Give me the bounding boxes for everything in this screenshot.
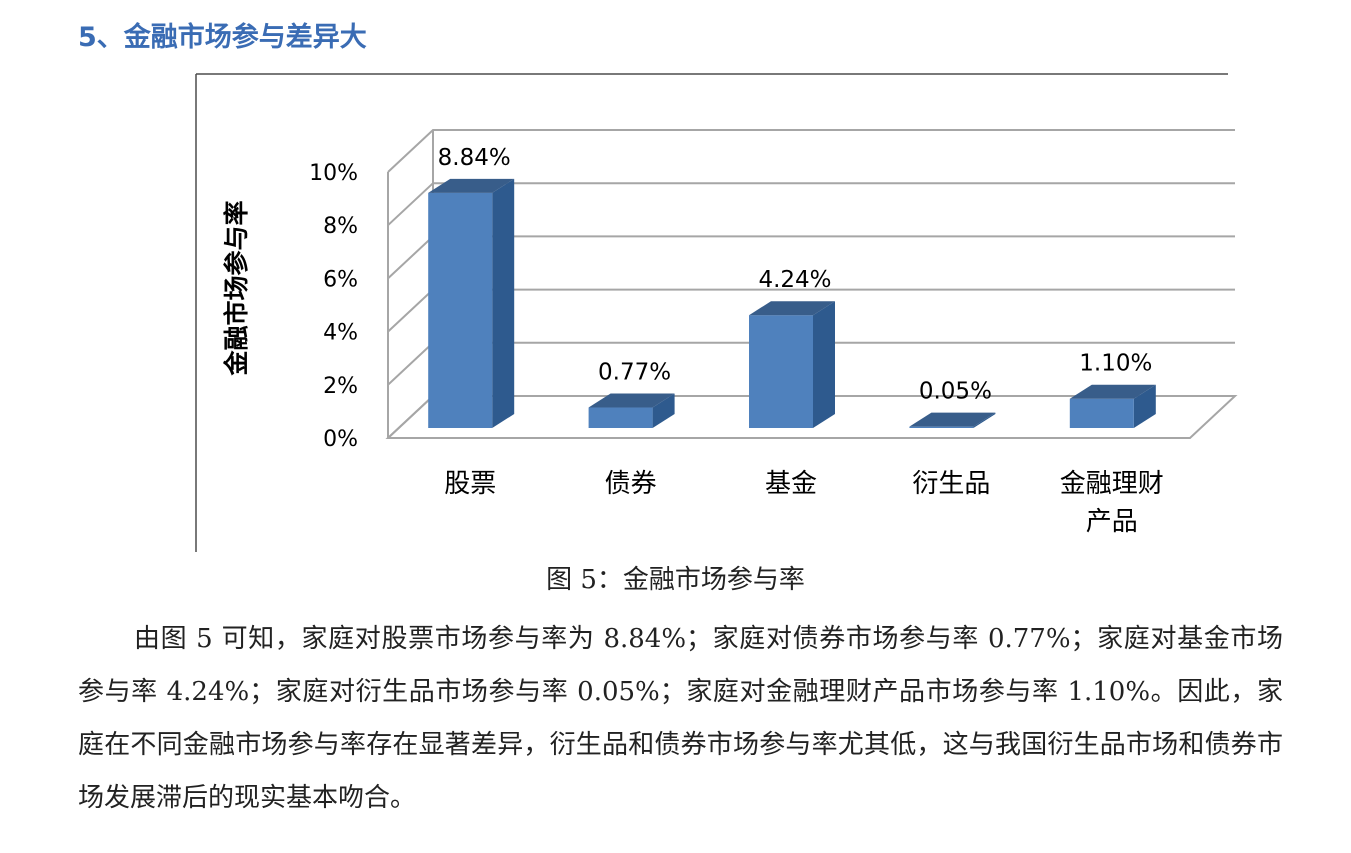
x-category-label: 股票 [444, 469, 496, 499]
y-tick-label: 0% [323, 427, 358, 452]
body-paragraph: 由图 5 可知，家庭对股票市场参与率为 8.84%；家庭对债券市场参与率 0.7… [78, 624, 1283, 813]
data-labels: 8.84% 0.77% 4.24% 0.05% 1.10% [438, 145, 1153, 405]
bar-front [749, 315, 813, 428]
bar-chart: 0% 2% 4% 6% 8% 10% 金融市场参与率 8.84% 0.77% 4.24% 0.0… [195, 73, 1238, 552]
bar-front [1069, 398, 1134, 428]
bar-side [492, 178, 515, 428]
y-tick-label: 2% [323, 374, 358, 399]
bar-top [909, 412, 996, 427]
data-label: 0.05% [919, 379, 992, 405]
x-category-label: 基金 [765, 469, 817, 499]
bar-side [1133, 384, 1156, 428]
chart-frame [195, 73, 1228, 552]
bar-front [428, 192, 493, 428]
x-category-label: 金融理财产品 [1060, 469, 1164, 537]
x-axis-categories: 股票 债券 基金 衍生品 金融理财产品 [444, 469, 1164, 537]
bar-side [813, 301, 835, 428]
figure-caption: 图 5：金融市场参与率 [546, 565, 805, 595]
section-heading: 5、金融市场参与差异大 [78, 22, 367, 53]
y-tick-label: 8% [323, 214, 358, 239]
bar-front [909, 426, 974, 428]
bar [749, 301, 835, 428]
x-category-label: 衍生品 [912, 469, 990, 499]
bar-side [973, 412, 996, 428]
bar [428, 178, 515, 428]
x-category-label: 债券 [605, 469, 657, 499]
y-tick-label: 10% [309, 161, 358, 186]
data-label: 4.24% [758, 267, 831, 293]
bar [909, 412, 996, 428]
data-label: 1.10% [1079, 351, 1152, 377]
bar-top [1069, 384, 1156, 399]
bar-top [428, 178, 515, 193]
data-label: 8.84% [438, 145, 511, 171]
y-tick-label: 6% [323, 267, 358, 292]
y-tick-label: 4% [323, 321, 358, 346]
bar-top [588, 393, 675, 408]
bar-side [652, 393, 675, 428]
gridline [387, 129, 1235, 173]
bar [588, 393, 675, 428]
data-label: 0.77% [598, 360, 671, 386]
y-axis-label: 金融市场参与率 [222, 200, 251, 376]
bar-top [749, 301, 835, 316]
bar-front [588, 407, 653, 428]
y-axis-ticks: 0% 2% 4% 6% 8% 10% [309, 161, 358, 452]
bar [1069, 384, 1156, 428]
gridline [387, 182, 1235, 226]
chart-bars [428, 178, 1156, 428]
